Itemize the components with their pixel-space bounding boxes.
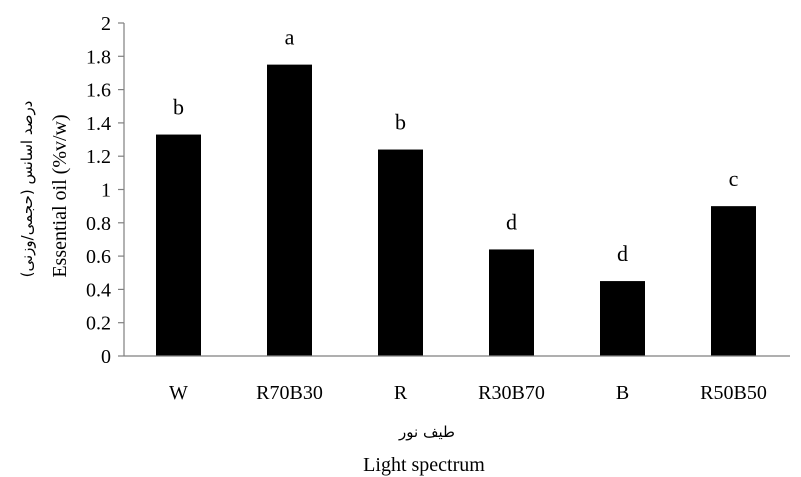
bar (156, 134, 201, 356)
significance-letter: c (729, 166, 739, 191)
y-tick-label: 1.8 (86, 46, 111, 68)
significance-letter: a (285, 25, 295, 50)
x-category-label: R70B30 (256, 382, 323, 404)
bar (711, 206, 756, 356)
y-tick-label: 0.8 (86, 213, 111, 235)
y-tick-label: 0.4 (86, 279, 111, 301)
significance-letters: b a b d d c (173, 25, 739, 266)
bar (489, 249, 534, 356)
x-category-label: R50B50 (700, 382, 767, 404)
x-category-label: R (394, 382, 408, 404)
x-category-label: W (169, 382, 188, 404)
y-tick-label: 0.6 (86, 246, 111, 268)
significance-letter: b (395, 110, 406, 135)
significance-letter: b (173, 95, 184, 120)
y-tick-label: 0.2 (86, 313, 111, 335)
x-axis-categories: W R70B30 R R30B70 B R50B50 (169, 382, 767, 404)
y-tick-label: 1.2 (86, 146, 111, 168)
y-tick-label: 2 (101, 13, 111, 35)
y-axis-ticks: 0 0.2 0.4 0.6 0.8 1 1.2 1.4 1.6 1.8 2 (86, 13, 124, 368)
y-axis-title: Essential oil (%v/w) (49, 114, 71, 277)
x-category-label: R30B70 (478, 382, 545, 404)
y-tick-label: 1.4 (86, 113, 111, 135)
x-axis-title: Light spectrum (363, 454, 485, 476)
y-tick-label: 0 (101, 346, 111, 368)
significance-letter: d (506, 209, 517, 234)
bar (600, 281, 645, 356)
bars (156, 64, 756, 356)
x-category-label: B (616, 382, 629, 404)
x-axis-title-fa: طیف نور (398, 423, 455, 441)
y-tick-label: 1 (101, 180, 111, 202)
significance-letter: d (617, 241, 628, 266)
y-axis-title-fa: درصد اسانس (حجمی/وزنی) (18, 101, 36, 278)
y-tick-label: 1.6 (86, 80, 111, 102)
bar (378, 149, 423, 356)
bar (267, 64, 312, 356)
